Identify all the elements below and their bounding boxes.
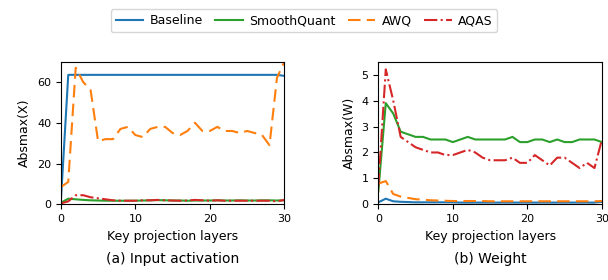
Text: (b) Weight: (b) Weight bbox=[454, 252, 527, 266]
Legend: Baseline, SmoothQuant, AWQ, AQAS: Baseline, SmoothQuant, AWQ, AQAS bbox=[111, 9, 497, 32]
X-axis label: Key projection layers: Key projection layers bbox=[107, 230, 238, 243]
X-axis label: Key projection layers: Key projection layers bbox=[424, 230, 556, 243]
Text: (a) Input activation: (a) Input activation bbox=[106, 252, 239, 266]
Y-axis label: Absmax(W): Absmax(W) bbox=[343, 97, 356, 169]
Y-axis label: Absmax(X): Absmax(X) bbox=[18, 99, 32, 167]
